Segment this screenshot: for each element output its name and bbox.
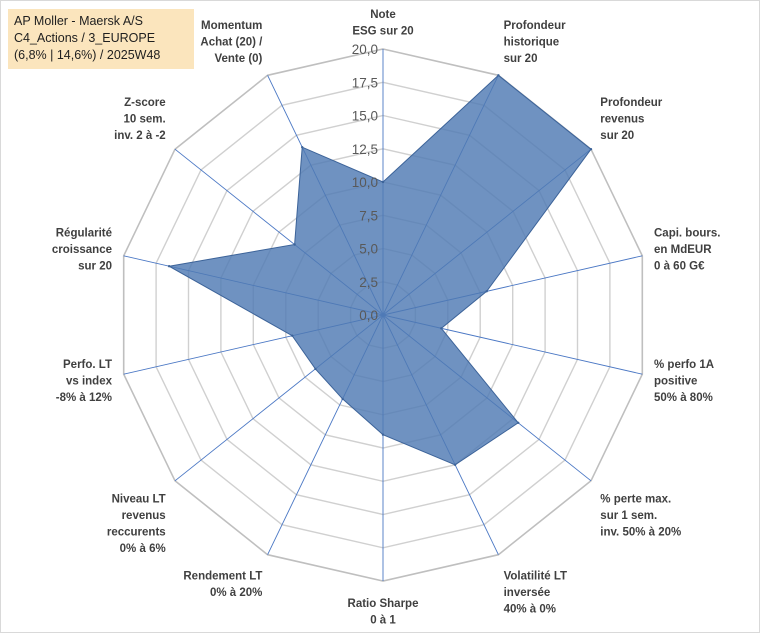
tick-label: 15,0 xyxy=(352,109,378,124)
axis-label-line: Niveau LT xyxy=(112,493,166,505)
axis-label-line: sur 20 xyxy=(600,130,634,142)
tick-label: 17,5 xyxy=(352,75,378,90)
axis-label-line: ESG sur 20 xyxy=(352,26,413,38)
axis-label: Momentum Achat (20) / Vente (0) xyxy=(200,20,263,65)
data-point xyxy=(341,397,344,401)
axis-label-line: 0% à 20% xyxy=(210,587,262,599)
axis-label-line: Rendement LT xyxy=(183,571,262,583)
data-point xyxy=(381,180,385,184)
axis-label: Z-score 10 sem. inv. 2 à -2 xyxy=(114,97,166,142)
data-point xyxy=(485,290,488,293)
axis-label: % perfo 1A positive 50% à 80% xyxy=(654,359,714,404)
axis-label: Profondeur historique sur 20 xyxy=(504,20,566,65)
axis-label-line: % perte max. xyxy=(600,493,671,505)
axis-label-line: inv. 50% à 20% xyxy=(600,526,681,538)
data-point xyxy=(589,148,593,151)
axis-label-line: Achat (20) / xyxy=(200,37,263,49)
axis-label-line: sur 1 sem. xyxy=(600,510,657,522)
axis-label-line: 0% à 6% xyxy=(120,543,166,555)
axis-label-line: en MdEUR xyxy=(654,244,712,256)
data-point xyxy=(453,463,457,466)
axis-label-line: inversée xyxy=(504,587,551,599)
axis-label-line: Ratio Sharpe xyxy=(348,598,419,610)
axis-label-line: Note xyxy=(370,9,396,21)
axis-label-line: reccurents xyxy=(107,526,166,538)
tick-label: 12,5 xyxy=(352,142,378,157)
tick-label: 0,0 xyxy=(359,308,378,323)
radar-axis-labels: Note ESG sur 20 Profondeur historique sur 20… xyxy=(52,9,721,627)
data-point xyxy=(167,265,171,268)
title-line-category: C4_Actions / 3_EUROPE xyxy=(14,31,156,45)
axis-label: Volatilité LT inversée 40% à 0% xyxy=(504,571,567,616)
title-line-company: AP Moller - Maersk A/S xyxy=(14,14,143,28)
axis-label-line: revenus xyxy=(600,114,644,126)
axis-label-line: revenus xyxy=(122,510,166,522)
axis-label-line: 10 sem. xyxy=(123,114,165,126)
data-point xyxy=(314,367,317,371)
axis-label: Régularité croissance sur 20 xyxy=(52,228,112,273)
axis-label-line: Volatilité LT xyxy=(504,571,567,583)
series-area xyxy=(167,74,592,466)
axis-label-line: vs index xyxy=(66,376,113,388)
axis-label: Profondeur revenus sur 20 xyxy=(600,97,662,142)
data-point xyxy=(381,433,385,436)
axis-label-line: sur 20 xyxy=(78,261,112,273)
data-point xyxy=(497,74,500,77)
axis-label: Ratio Sharpe 0 à 1 xyxy=(348,598,419,627)
data-point xyxy=(440,327,443,330)
axis-label-line: Capi. bours. xyxy=(654,228,720,240)
data-point xyxy=(293,243,296,246)
chart-title-box: AP Moller - Maersk A/S C4_Actions / 3_EU… xyxy=(8,9,194,69)
tick-label: 7,5 xyxy=(359,208,378,223)
axis-label-line: Régularité xyxy=(56,228,112,240)
axis-label-line: inv. 2 à -2 xyxy=(114,130,166,142)
tick-label: 2,5 xyxy=(359,275,378,290)
axis-label-line: 40% à 0% xyxy=(504,604,556,616)
axis-label-line: positive xyxy=(654,376,697,388)
title-line-period: (6,8% | 14,6%) / 2025W48 xyxy=(14,48,161,62)
axis-label-line: -8% à 12% xyxy=(56,392,112,404)
axis-label: % perte max. sur 1 sem. inv. 50% à 20% xyxy=(600,493,681,538)
axis-label: Rendement LT 0% à 20% xyxy=(183,571,262,600)
tick-label: 20,0 xyxy=(352,42,378,57)
data-point xyxy=(301,146,304,149)
axis-label-line: % perfo 1A xyxy=(654,359,714,371)
data-point xyxy=(291,334,294,337)
tick-label: 10,0 xyxy=(352,175,378,190)
radar-tick-labels: 0,0 2,5 5,0 7,5 10,0 12,5 15,0 17,5 20,0 xyxy=(352,42,378,323)
axis-label-line: 50% à 80% xyxy=(654,392,713,404)
axis-label: Perfo. LT vs index -8% à 12% xyxy=(56,359,113,404)
axis-label-line: croissance xyxy=(52,244,112,256)
tick-label: 5,0 xyxy=(359,242,378,257)
axis-label-line: Momentum xyxy=(201,20,262,32)
axis-label-line: Profondeur xyxy=(504,20,566,32)
axis-label-line: 0 à 1 xyxy=(370,615,396,627)
axis-label-line: sur 20 xyxy=(504,53,538,65)
axis-label: Niveau LT revenus reccurents 0% à 6% xyxy=(107,493,166,555)
axis-label-line: Z-score xyxy=(124,97,166,109)
data-point xyxy=(517,421,520,424)
axis-label: Capi. bours. en MdEUR 0 à 60 G€ xyxy=(654,228,720,273)
axis-label-line: Profondeur xyxy=(600,97,662,109)
axis-label: Note ESG sur 20 xyxy=(352,9,413,38)
axis-label-line: Perfo. LT xyxy=(63,359,112,371)
axis-label-line: Vente (0) xyxy=(214,53,262,65)
axis-label-line: 0 à 60 G€ xyxy=(654,261,705,273)
axis-label-line: historique xyxy=(504,37,560,49)
radar-series xyxy=(167,74,593,466)
